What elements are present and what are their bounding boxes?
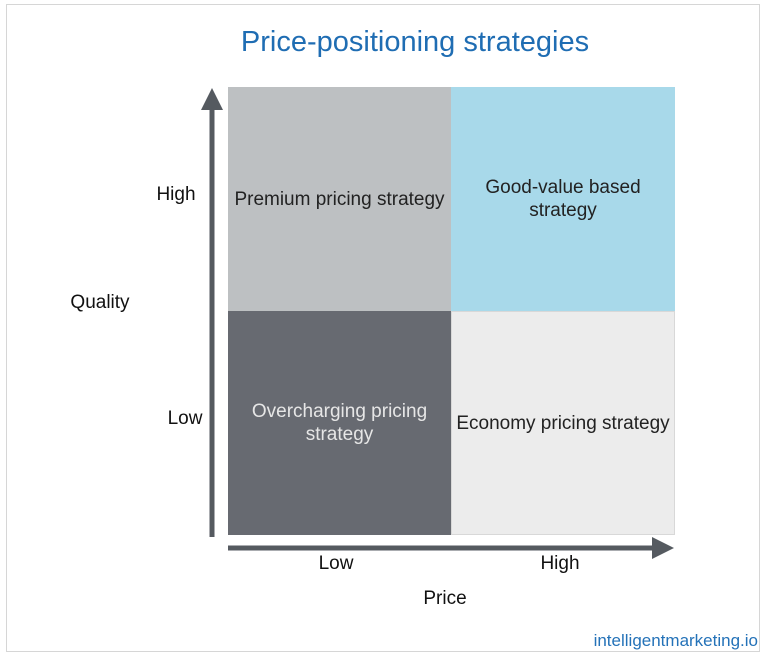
quadrant: Good-value based strategy — [451, 87, 675, 311]
title: Price-positioning strategies — [240, 26, 590, 58]
footer: intelligentmarketing.io — [593, 631, 758, 650]
y-high: High — [156, 184, 196, 205]
quadrant: Overcharging pricing strategy — [228, 311, 451, 535]
x-low: Low — [318, 553, 354, 574]
x-arrow — [652, 537, 674, 559]
quadrant: Premium pricing strategy — [228, 87, 451, 311]
y-axis-label: Quality — [70, 292, 130, 313]
y-arrow — [201, 88, 223, 110]
frame — [6, 4, 760, 652]
x-axis-label: Price — [423, 588, 467, 609]
quadrant: Economy pricing strategy — [451, 311, 675, 535]
x-high: High — [540, 553, 580, 574]
quadrant-label: Good-value based strategy — [485, 177, 641, 221]
quadrant-label: Economy pricing strategy — [456, 412, 670, 434]
quadrant-label: Overcharging pricing strategy — [251, 401, 428, 445]
y-low: Low — [167, 408, 203, 429]
quadrant-label: Premium pricing strategy — [234, 188, 445, 210]
